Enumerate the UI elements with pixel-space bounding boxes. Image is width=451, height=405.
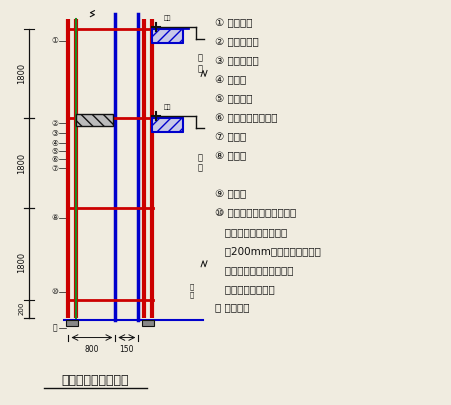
Text: ④: ④ [51,139,58,148]
Bar [142,320,154,326]
Text: ⑤: ⑤ [51,147,58,156]
Text: 二层: 二层 [164,15,171,21]
Text: ⑪: ⑪ [52,323,57,332]
Text: 1800: 1800 [17,153,26,174]
Text: ⑥ 密目阻燃式安全网: ⑥ 密目阻燃式安全网 [215,113,277,123]
Text: ③ 横向水平杆: ③ 横向水平杆 [215,57,258,66]
Text: ③: ③ [51,129,58,138]
Text: 扫地杆固定在紧靠纵向扫: 扫地杆固定在紧靠纵向扫 [215,265,293,275]
Text: ⑥: ⑥ [51,155,58,164]
Text: 墙
肢: 墙 肢 [197,54,202,73]
Text: 墙
肢: 墙 肢 [197,153,202,173]
Text: 1800: 1800 [17,63,26,84]
Bar [66,320,78,326]
Text: ⑧: ⑧ [51,213,58,222]
Text: ⑩: ⑩ [51,287,58,296]
Text: ⑦ 脚手板: ⑦ 脚手板 [215,132,246,142]
Text: ⑧ 挡脚板: ⑧ 挡脚板 [215,151,246,161]
Text: 800: 800 [84,345,99,354]
Text: ④ 剪刀撑: ④ 剪刀撑 [215,75,246,85]
Text: 200: 200 [18,302,24,315]
Text: ① 钢管立杆: ① 钢管立杆 [215,19,252,29]
Text: ⑦: ⑦ [51,164,58,173]
Text: ①: ① [51,36,58,45]
Bar [76,114,113,126]
Bar [152,118,183,132]
Text: 1800: 1800 [17,252,26,273]
Text: ②: ② [51,119,58,128]
Text: ⑪ 钢管底座: ⑪ 钢管底座 [215,303,249,313]
Text: 落地式脚手架剖面图: 落地式脚手架剖面图 [61,374,129,388]
Text: 扫
座: 扫 座 [189,284,194,298]
Bar [152,29,183,43]
Text: 固定在距底座上皮不大: 固定在距底座上皮不大 [215,227,287,237]
Text: 150: 150 [120,345,134,354]
Text: ⑨ 连墙件: ⑨ 连墙件 [215,189,246,199]
Text: 于200mm处的立杆上，横向: 于200mm处的立杆上，横向 [215,246,320,256]
Text: ⑩ 纵横扫地杆。纵向扫地杆: ⑩ 纵横扫地杆。纵向扫地杆 [215,208,295,218]
Text: ⑤ 钢管护栏: ⑤ 钢管护栏 [215,94,252,104]
Text: 地杆下方的立杆上: 地杆下方的立杆上 [215,284,274,294]
Text: 二层: 二层 [164,105,171,110]
Text: ② 纵向水平杆: ② 纵向水平杆 [215,38,258,47]
